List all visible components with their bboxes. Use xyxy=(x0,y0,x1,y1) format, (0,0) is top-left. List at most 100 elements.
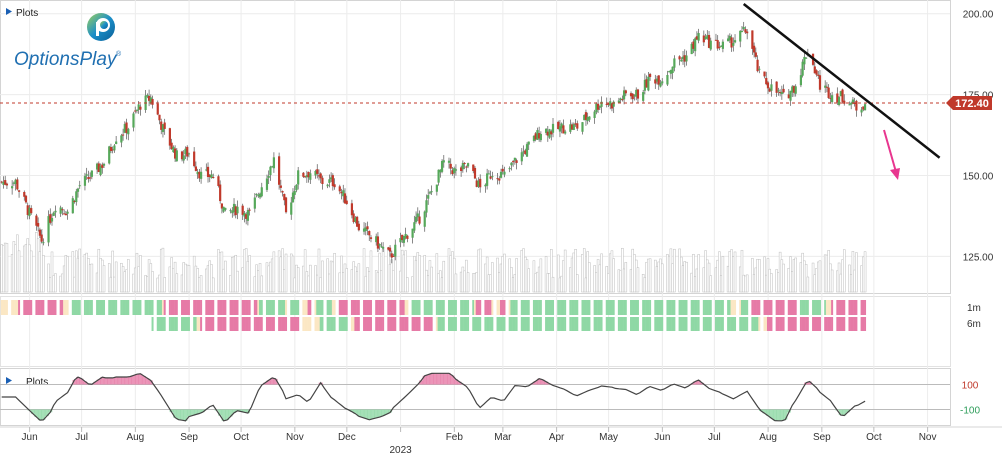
heatmap-cell-1m xyxy=(486,300,488,315)
heatmap-cell-1m xyxy=(611,300,613,315)
candle-body xyxy=(838,97,840,105)
candle-body xyxy=(278,156,280,184)
heatmap-cell-1m xyxy=(394,300,396,315)
heatmap-cell-1m xyxy=(198,300,200,315)
heatmap-cell-1m xyxy=(18,300,20,315)
heatmap-cell-1m xyxy=(536,300,538,315)
heatmap-cell-1m xyxy=(100,300,102,315)
heatmap-cell-6m xyxy=(682,317,684,331)
candle-body xyxy=(115,141,117,144)
heatmap-cell-6m xyxy=(861,317,863,331)
heatmap-cell-6m xyxy=(339,317,341,331)
heatmap-cell-1m xyxy=(705,300,707,315)
heatmap-cell-1m xyxy=(607,300,609,315)
candle-body xyxy=(805,58,807,59)
heatmap-cell-1m xyxy=(419,300,421,315)
heatmap-cell-1m xyxy=(30,300,32,315)
heatmap-cell-1m xyxy=(793,300,795,315)
volume-bar xyxy=(576,275,578,292)
heatmap-cell-1m xyxy=(581,300,583,315)
heatmap-cell-6m xyxy=(280,317,282,331)
heatmap-cell-6m xyxy=(828,317,830,331)
heatmap-cell-6m xyxy=(668,317,670,331)
heatmap-cell-6m xyxy=(609,317,611,331)
heatmap-cell-1m xyxy=(375,300,377,315)
osc-overbought-fill xyxy=(121,377,125,385)
heatmap-cell-1m xyxy=(673,300,675,315)
heatmap-cell-1m xyxy=(237,300,239,315)
heatmap-cell-6m xyxy=(332,317,334,331)
heatmap-cell-6m xyxy=(399,317,401,331)
heatmap-cell-1m xyxy=(49,300,51,315)
candle-body xyxy=(16,179,18,189)
heatmap-cell-1m xyxy=(840,300,842,315)
heatmap-cell-1m xyxy=(16,300,18,315)
x-tick-label: May xyxy=(599,432,618,443)
heatmap-cell-6m xyxy=(417,317,419,331)
heatmap-cell-1m xyxy=(576,300,578,315)
heatmap-cell-6m xyxy=(249,317,251,331)
heatmap-cell-6m xyxy=(854,317,856,331)
heatmap-cell-1m xyxy=(613,300,615,315)
heatmap-cell-1m xyxy=(306,300,308,315)
candle-body xyxy=(75,191,77,202)
candle-body xyxy=(673,58,675,67)
heatmap-cell-1m xyxy=(162,300,164,315)
heatmap-cell-1m xyxy=(393,300,395,315)
heatmap-cell-6m xyxy=(743,317,745,331)
heatmap-cell-1m xyxy=(708,300,710,315)
candle-body xyxy=(427,195,429,199)
heatmap-cell-1m xyxy=(294,300,296,315)
candle-body xyxy=(72,198,74,213)
heatmap-cell-1m xyxy=(210,300,212,315)
candle-body xyxy=(642,92,644,101)
heatmap-cell-1m xyxy=(524,300,526,315)
heatmap-cell-6m xyxy=(356,317,358,331)
heatmap-cell-6m xyxy=(715,317,717,331)
candle-body xyxy=(431,191,433,192)
candle-body xyxy=(678,56,680,59)
heatmap-cell-6m xyxy=(620,317,622,331)
heatmap-cell-1m xyxy=(850,300,852,315)
heatmap-cell-1m xyxy=(649,300,651,315)
volume-bar xyxy=(79,249,81,292)
heatmap-cell-1m xyxy=(200,300,202,315)
heatmap-cell-1m xyxy=(802,300,804,315)
volume-bar xyxy=(406,278,408,292)
heatmap-cell-1m xyxy=(158,300,160,315)
heatmap-cell-6m xyxy=(436,317,438,331)
heatmap-cell-6m xyxy=(524,317,526,331)
heatmap-cell-6m xyxy=(157,317,159,331)
heatmap-cell-6m xyxy=(751,317,753,331)
heatmap-cell-6m xyxy=(235,317,237,331)
candle-body xyxy=(249,210,251,211)
volume-bar xyxy=(685,262,687,292)
candle-body xyxy=(41,235,43,242)
heatmap-cell-1m xyxy=(160,300,162,315)
volume-bar xyxy=(843,250,845,292)
heatmap-cell-6m xyxy=(382,317,384,331)
volume-bar xyxy=(819,261,821,292)
heatmap-cell-6m xyxy=(696,317,698,331)
heatmap-cell-6m xyxy=(585,317,587,331)
heatmap-cell-1m xyxy=(734,300,736,315)
heatmap-cell-6m xyxy=(498,317,500,331)
heatmap-cell-1m xyxy=(642,300,644,315)
heatmap-cell-1m xyxy=(718,300,720,315)
heatmap-cell-1m xyxy=(157,300,159,315)
heatmap-cell-1m xyxy=(122,300,124,315)
heatmap-cell-6m xyxy=(441,317,443,331)
candle-body xyxy=(746,32,748,34)
heatmap-cell-6m xyxy=(188,317,190,331)
heatmap-cell-6m xyxy=(611,317,613,331)
volume-bar xyxy=(139,255,141,292)
osc-oversold-fill xyxy=(187,410,191,417)
heatmap-cell-1m xyxy=(828,300,830,315)
heatmap-cell-6m xyxy=(254,317,256,331)
heatmap-cell-1m xyxy=(282,300,284,315)
heatmap-cell-1m xyxy=(186,300,188,315)
heatmap-cell-1m xyxy=(658,300,660,315)
heatmap-cell-1m xyxy=(817,300,819,315)
candle-body xyxy=(254,198,256,209)
heatmap-cell-6m xyxy=(455,317,457,331)
